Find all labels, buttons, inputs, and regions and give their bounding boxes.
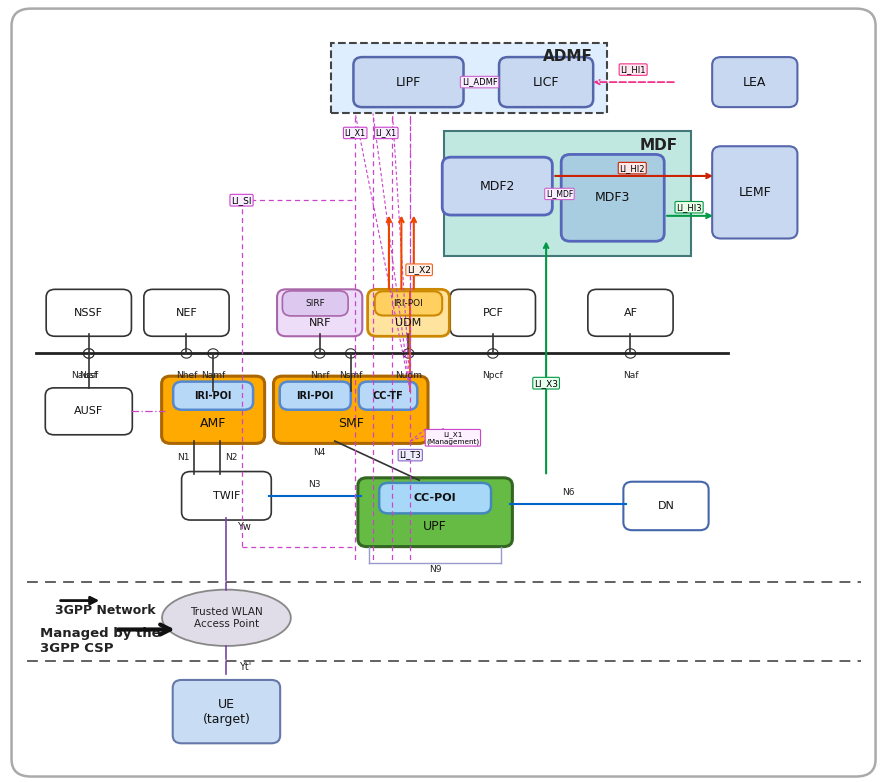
FancyBboxPatch shape (359, 382, 417, 410)
Circle shape (625, 349, 636, 358)
Bar (444, 131, 691, 256)
FancyBboxPatch shape (712, 57, 797, 107)
Circle shape (345, 349, 356, 358)
Text: LI_MDF: LI_MDF (546, 189, 573, 199)
Text: AUSF: AUSF (75, 407, 103, 416)
FancyBboxPatch shape (280, 382, 351, 410)
Text: LI_X2: LI_X2 (408, 265, 431, 274)
FancyBboxPatch shape (712, 146, 797, 239)
FancyBboxPatch shape (172, 680, 281, 743)
Circle shape (208, 349, 218, 358)
Bar (331, 43, 607, 113)
Text: Namf: Namf (201, 371, 226, 380)
Ellipse shape (162, 590, 291, 646)
Text: NRF: NRF (308, 318, 331, 328)
Circle shape (83, 349, 94, 358)
Text: LICF: LICF (533, 76, 559, 88)
FancyBboxPatch shape (379, 483, 491, 514)
Text: LEMF: LEMF (739, 186, 771, 199)
FancyBboxPatch shape (561, 155, 664, 241)
Text: UE
(target): UE (target) (202, 698, 250, 726)
Text: PCF: PCF (482, 308, 503, 317)
Text: DN: DN (657, 501, 675, 511)
Text: N4: N4 (313, 448, 326, 457)
Circle shape (314, 349, 325, 358)
Text: Nsmf: Nsmf (339, 371, 362, 380)
Text: N6: N6 (561, 488, 575, 497)
Text: MDF: MDF (639, 138, 678, 152)
Text: LI_HI2: LI_HI2 (620, 163, 645, 173)
Text: Managed by the
3GPP CSP: Managed by the 3GPP CSP (40, 627, 161, 655)
Text: 3GPP Network: 3GPP Network (55, 604, 155, 617)
Text: LI_HI3: LI_HI3 (677, 203, 702, 212)
Text: LEA: LEA (743, 76, 766, 88)
Text: Nausf: Nausf (71, 371, 98, 380)
FancyBboxPatch shape (45, 388, 132, 435)
FancyBboxPatch shape (277, 289, 362, 336)
FancyBboxPatch shape (173, 382, 253, 410)
FancyBboxPatch shape (588, 289, 673, 336)
FancyBboxPatch shape (162, 376, 265, 443)
Text: NEF: NEF (176, 308, 197, 317)
Text: IRI-POI: IRI-POI (393, 299, 424, 308)
Text: N1: N1 (177, 453, 189, 462)
FancyBboxPatch shape (623, 482, 709, 530)
Text: Nhef: Nhef (176, 371, 197, 380)
FancyBboxPatch shape (46, 289, 131, 336)
Text: TWIF: TWIF (213, 491, 240, 500)
FancyBboxPatch shape (181, 472, 272, 520)
Text: Nudm: Nudm (395, 371, 422, 380)
Text: Yt': Yt' (239, 662, 251, 673)
Text: UPF: UPF (424, 520, 447, 533)
FancyBboxPatch shape (499, 57, 593, 107)
Text: SIRF: SIRF (305, 299, 325, 308)
Text: MDF3: MDF3 (595, 192, 630, 204)
Text: Npcf: Npcf (482, 371, 503, 380)
Circle shape (83, 349, 94, 358)
Text: SMF: SMF (337, 418, 364, 430)
Text: MDF2: MDF2 (480, 180, 515, 192)
FancyBboxPatch shape (274, 376, 428, 443)
Text: LIPF: LIPF (396, 76, 421, 88)
Text: NSSF: NSSF (75, 308, 103, 317)
Text: N2: N2 (225, 453, 237, 462)
FancyBboxPatch shape (375, 291, 442, 315)
FancyBboxPatch shape (368, 289, 449, 336)
Text: AF: AF (623, 308, 638, 317)
Text: LI_SI: LI_SI (231, 196, 252, 205)
Text: LI_X1: LI_X1 (345, 128, 366, 138)
Text: LI_X3: LI_X3 (534, 378, 559, 388)
Text: Nnrf: Nnrf (310, 371, 329, 380)
Text: IRI-POI: IRI-POI (194, 391, 232, 400)
Text: AMF: AMF (200, 418, 226, 430)
FancyBboxPatch shape (450, 289, 535, 336)
Text: LI_HI1: LI_HI1 (621, 65, 646, 74)
Text: CC-POI: CC-POI (414, 493, 456, 503)
FancyBboxPatch shape (358, 478, 512, 547)
Circle shape (403, 349, 414, 358)
Text: Nssf: Nssf (79, 371, 99, 380)
Text: LI_X1
(Management): LI_X1 (Management) (426, 431, 480, 445)
Text: Naf: Naf (622, 371, 638, 380)
Text: LI_ADMF: LI_ADMF (462, 77, 497, 87)
FancyBboxPatch shape (282, 291, 348, 316)
Text: UDM: UDM (395, 318, 422, 328)
Circle shape (488, 349, 498, 358)
Text: ADMF: ADMF (543, 49, 593, 64)
Text: Trusted WLAN
Access Point: Trusted WLAN Access Point (190, 607, 263, 629)
Text: CC-TF: CC-TF (373, 391, 403, 400)
FancyBboxPatch shape (144, 289, 229, 336)
Text: Yw: Yw (237, 522, 251, 532)
Circle shape (181, 349, 192, 358)
FancyBboxPatch shape (353, 57, 464, 107)
FancyBboxPatch shape (442, 157, 552, 215)
Text: LI_T3: LI_T3 (400, 450, 421, 460)
Text: N9: N9 (429, 565, 441, 574)
Text: N3: N3 (308, 479, 321, 489)
FancyBboxPatch shape (12, 9, 876, 777)
Text: IRI-POI: IRI-POI (297, 391, 334, 400)
Text: LI_X1: LI_X1 (376, 128, 397, 138)
